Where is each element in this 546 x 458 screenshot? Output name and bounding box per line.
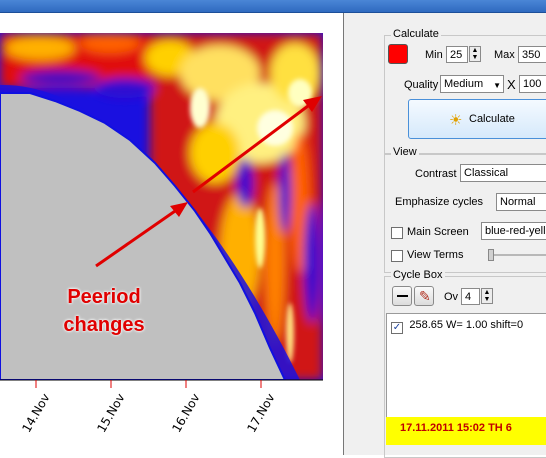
status-bar: 17.11.2011 15:02 TH 6: [386, 417, 546, 445]
view-terms-checkbox[interactable]: [391, 250, 403, 262]
calculate-group-title: Calculate: [391, 28, 441, 40]
min-label: Min: [425, 49, 443, 61]
contrast-select[interactable]: Classical: [460, 164, 546, 182]
x-label: X: [507, 77, 516, 92]
annotation-arrows: [95, 96, 322, 268]
edit-cycle-button[interactable]: ✎: [414, 286, 434, 306]
main-screen-checkbox[interactable]: [391, 227, 403, 239]
max-label: Max: [494, 49, 515, 61]
status-text: 17.11.2011 15:02 TH 6: [400, 422, 512, 434]
emphasize-cycles-select[interactable]: Normal: [496, 193, 546, 211]
view-group-title: View: [391, 146, 419, 158]
annotation-text-line2: changes: [63, 314, 145, 336]
spectrogram-svg: [0, 33, 323, 388]
quality-select-value: Medium: [444, 78, 484, 90]
view-group: View: [384, 146, 546, 273]
brush-icon: ✎: [419, 288, 431, 304]
cycle-item-text: 258.65 W= 1.00 shift=0: [409, 319, 524, 331]
palette-select[interactable]: blue-red-yello: [481, 222, 546, 240]
calculate-group: Calculate: [384, 28, 546, 155]
min-spinner[interactable]: ▲ ▼: [469, 46, 481, 62]
spectrogram-chart: Peeriod changes 14.Nov 15.Nov 16.Nov 17.…: [0, 13, 343, 455]
color-swatch-button[interactable]: [388, 44, 408, 64]
ov-input[interactable]: 4: [461, 288, 480, 305]
remove-cycle-button[interactable]: [392, 286, 412, 306]
main-screen-label: Main Screen: [407, 226, 469, 238]
sun-icon: ☀: [449, 112, 463, 129]
cycle-list[interactable]: ✓ 258.65 W= 1.00 shift=0: [386, 313, 546, 419]
cycle-item-checkbox[interactable]: ✓: [391, 322, 403, 334]
calculate-button-label: Calculate: [469, 113, 515, 125]
chevron-down-icon: ▼: [493, 81, 501, 90]
excluded-region: [0, 92, 287, 380]
emphasize-cycles-label: Emphasize cycles: [395, 196, 484, 208]
contrast-label: Contrast: [415, 168, 457, 180]
view-terms-slider-thumb[interactable]: [488, 249, 494, 261]
window-title-bar: [0, 0, 546, 13]
x-input[interactable]: 100: [519, 75, 546, 93]
panel-divider[interactable]: [343, 13, 344, 455]
control-panel: Calculate Min 25 ▲ ▼ Max 350 Quality Medi…: [344, 13, 546, 458]
view-terms-label: View Terms: [407, 249, 464, 261]
annotation-text-line1: Peeriod: [67, 286, 141, 308]
quality-select[interactable]: Medium ▼: [440, 75, 504, 93]
max-input[interactable]: 350: [518, 46, 546, 63]
quality-label: Quality: [404, 79, 439, 91]
ov-spinner[interactable]: ▲ ▼: [481, 288, 493, 304]
view-terms-slider-track[interactable]: [492, 254, 546, 256]
min-input[interactable]: 25: [446, 46, 468, 63]
ov-label: Ov: [444, 291, 459, 303]
minus-icon: [397, 295, 408, 297]
cycle-box-group-title: Cycle Box: [391, 269, 445, 281]
list-item[interactable]: ✓ 258.65 W= 1.00 shift=0: [391, 317, 524, 334]
calculate-button[interactable]: ☀ Calculate: [408, 99, 546, 139]
